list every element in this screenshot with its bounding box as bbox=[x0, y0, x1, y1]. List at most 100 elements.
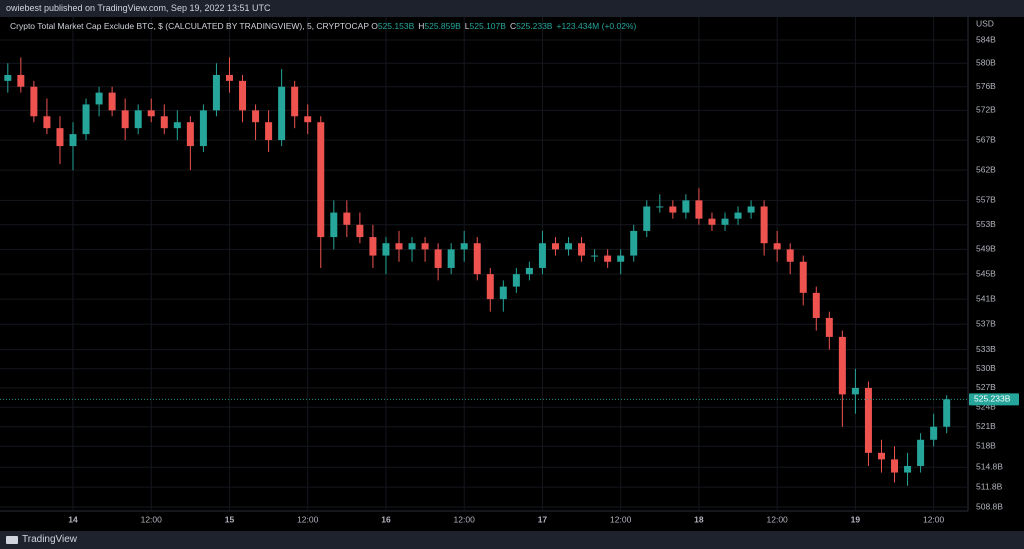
candle-body bbox=[799, 261, 807, 293]
candle-body bbox=[186, 122, 194, 147]
candle-body bbox=[82, 104, 90, 135]
candle-body bbox=[786, 249, 794, 262]
y-tick-label: 580B bbox=[976, 58, 996, 68]
x-tick-label: 12:00 bbox=[454, 514, 476, 524]
candle-body bbox=[330, 212, 338, 238]
candle-body bbox=[265, 122, 273, 141]
ohlc-key: C bbox=[509, 21, 517, 31]
y-tick-label: 508.8B bbox=[976, 501, 1003, 511]
x-tick-label: 14 bbox=[68, 514, 78, 524]
plot-background bbox=[0, 17, 968, 511]
candle-body bbox=[499, 286, 507, 300]
candle-body bbox=[864, 387, 872, 453]
y-tick-label: 518B bbox=[976, 441, 996, 451]
candle-body bbox=[212, 74, 220, 111]
x-tick-label: 19 bbox=[851, 514, 861, 524]
last-price-tag bbox=[969, 393, 1019, 406]
y-tick-label: 567B bbox=[976, 134, 996, 144]
x-tick-label: 12:00 bbox=[610, 514, 632, 524]
candle-body bbox=[291, 86, 299, 117]
candle-body bbox=[434, 249, 442, 268]
y-tick-label: 572B bbox=[976, 105, 996, 115]
chart: USD 584B 580B 576B 572B 567B 562B 557B 553B 549B… bbox=[0, 17, 1024, 531]
candle-body bbox=[734, 212, 742, 219]
candle-body bbox=[473, 243, 481, 275]
candle-body bbox=[95, 92, 103, 105]
publisher-line: owiebest published on TradingView.com, S… bbox=[0, 0, 1024, 17]
y-tick-label: 521B bbox=[976, 421, 996, 431]
candle-body bbox=[578, 243, 586, 256]
logo bbox=[6, 536, 18, 544]
x-tick-label: 18 bbox=[694, 514, 704, 524]
candle-body bbox=[252, 110, 260, 123]
candle-body bbox=[356, 224, 364, 238]
y-tick-label: 549B bbox=[976, 244, 996, 254]
x-tick-label: 12:00 bbox=[767, 514, 789, 524]
candle-body bbox=[525, 267, 533, 275]
candle-body bbox=[695, 200, 703, 219]
candle-body bbox=[199, 110, 207, 147]
candle-body bbox=[160, 116, 168, 129]
candle-body bbox=[134, 110, 142, 129]
candle-body bbox=[173, 122, 181, 129]
candle-body bbox=[369, 237, 377, 256]
candle-body bbox=[239, 80, 247, 111]
candle-body bbox=[565, 243, 573, 250]
candle-body bbox=[395, 243, 403, 250]
y-tick-label: 511.8B bbox=[976, 481, 1003, 491]
price-axis bbox=[968, 17, 1024, 511]
candle-body bbox=[760, 206, 768, 244]
candle-body bbox=[904, 465, 912, 473]
candle-body bbox=[943, 399, 951, 427]
change: +123.434M (+0.02%) bbox=[556, 21, 637, 31]
candle-body bbox=[630, 230, 638, 256]
y-tick-label: 557B bbox=[976, 195, 996, 205]
candle-body bbox=[891, 459, 899, 473]
x-tick-label: 12:00 bbox=[297, 514, 319, 524]
y-tick-label: 562B bbox=[976, 164, 996, 174]
candle-body bbox=[486, 274, 494, 300]
candle-body bbox=[4, 74, 12, 81]
candle-body bbox=[747, 206, 755, 213]
time-axis bbox=[0, 511, 1024, 531]
y-tick-label: 545B bbox=[976, 268, 996, 278]
y-tick-label: 524B bbox=[976, 402, 996, 412]
x-tick-label: 12:00 bbox=[141, 514, 163, 524]
candle-body bbox=[773, 243, 781, 250]
candle-body bbox=[56, 128, 64, 147]
candle-body bbox=[721, 218, 729, 225]
ohlc-key: H bbox=[418, 21, 425, 31]
candle-body bbox=[682, 200, 690, 213]
candle-body bbox=[43, 116, 51, 129]
y-tick-label: 537B bbox=[976, 319, 996, 329]
candle-body bbox=[917, 439, 925, 466]
x-tick-label: 15 bbox=[225, 514, 235, 524]
y-tick-label: 514.8B bbox=[976, 462, 1003, 472]
candle-body bbox=[30, 86, 38, 117]
candle-body bbox=[447, 249, 455, 268]
ohlc-key: L bbox=[464, 21, 470, 31]
candle-body bbox=[669, 206, 677, 213]
candle-body bbox=[604, 255, 612, 262]
candle-body bbox=[343, 212, 351, 225]
candle-body bbox=[643, 206, 651, 231]
candle-body bbox=[512, 274, 520, 287]
x-tick-label: 12:00 bbox=[923, 514, 945, 524]
y-tick-label: 533B bbox=[976, 344, 996, 354]
x-tick-label: 17 bbox=[538, 514, 548, 524]
candle-body bbox=[147, 110, 155, 117]
ohlc-key: O bbox=[371, 21, 378, 31]
candle-body bbox=[591, 255, 599, 257]
ohlc-value: 525.107B bbox=[469, 21, 506, 31]
y-tick-label: 553B bbox=[976, 219, 996, 229]
y-tick-label: 541B bbox=[976, 293, 996, 303]
y-tick-label: 576B bbox=[976, 81, 996, 91]
candle-body bbox=[930, 426, 938, 440]
candle-body bbox=[382, 243, 390, 256]
candle-body bbox=[460, 243, 468, 250]
candle-body bbox=[838, 336, 846, 395]
candle-body bbox=[17, 74, 25, 87]
ohlc-value: 525.233B bbox=[516, 21, 553, 31]
candle-body bbox=[408, 243, 416, 250]
